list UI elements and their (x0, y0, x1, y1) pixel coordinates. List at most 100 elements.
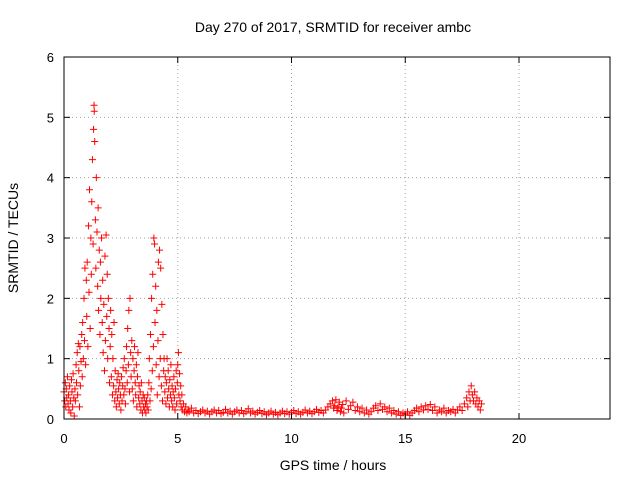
data-point (145, 379, 153, 387)
y-axis-label: SRMTID / TECUs (5, 183, 21, 293)
data-point (159, 397, 167, 405)
data-point (112, 403, 120, 411)
x-tick-label: 20 (512, 431, 526, 446)
data-point (72, 361, 80, 369)
data-point (82, 361, 90, 369)
data-point (336, 408, 344, 416)
data-point (358, 404, 366, 412)
data-point (476, 406, 484, 414)
data-point (143, 403, 151, 411)
data-point (85, 288, 93, 296)
data-point (145, 355, 153, 363)
data-point (144, 391, 152, 399)
x-tick-label: 10 (284, 431, 298, 446)
data-point (163, 355, 171, 363)
data-point (118, 397, 126, 405)
data-point (168, 382, 176, 390)
data-point (385, 404, 393, 412)
data-point (171, 385, 179, 393)
data-point (84, 343, 92, 351)
x-tick-label: 5 (174, 431, 181, 446)
data-point (79, 318, 87, 326)
data-point (349, 398, 357, 406)
data-point (344, 405, 352, 413)
data-point (356, 408, 364, 416)
data-point (70, 394, 78, 402)
data-point (133, 373, 141, 381)
data-point (123, 343, 131, 351)
data-point (107, 306, 115, 314)
data-point (353, 403, 361, 411)
data-point (85, 222, 93, 230)
data-point (161, 373, 169, 381)
y-tick-label: 6 (47, 50, 54, 65)
data-point (128, 337, 136, 345)
data-point (177, 382, 185, 390)
data-point (83, 258, 91, 266)
data-point (463, 394, 471, 402)
data-point (132, 361, 140, 369)
data-point (91, 137, 99, 145)
data-point (164, 367, 172, 375)
data-point (91, 216, 99, 224)
data-point (153, 391, 161, 399)
data-point (68, 388, 76, 396)
data-point (97, 294, 105, 302)
data-point (86, 325, 94, 332)
data-point (124, 325, 132, 332)
data-point (74, 340, 82, 348)
data-point (111, 367, 119, 375)
data-point (99, 349, 107, 357)
data-point (70, 412, 78, 420)
data-point (117, 406, 125, 414)
data-point (71, 385, 79, 393)
x-axis-ticks: 0 5 10 15 20 (60, 57, 526, 446)
data-point (106, 343, 114, 351)
data-point (151, 318, 159, 326)
data-point (171, 406, 179, 414)
data-point (162, 379, 170, 387)
data-point (153, 306, 161, 314)
data-point (184, 406, 192, 414)
data-point (159, 331, 167, 339)
data-point (167, 361, 175, 369)
data-point (413, 404, 421, 412)
data-point (367, 408, 375, 416)
data-point (105, 325, 113, 332)
data-point (372, 402, 380, 410)
x-axis-label: GPS time / hours (280, 457, 387, 473)
data-point (471, 388, 479, 396)
data-point (429, 407, 437, 415)
data-point (108, 331, 116, 339)
y-tick-label: 5 (47, 110, 54, 125)
data-point (244, 405, 252, 413)
data-point (133, 403, 141, 411)
data-point (116, 379, 124, 387)
data-point (162, 400, 170, 408)
data-point (119, 364, 127, 372)
data-point (79, 355, 87, 363)
data-point (85, 186, 93, 194)
data-point (347, 402, 355, 410)
data-point (87, 234, 95, 242)
data-point (390, 407, 398, 415)
data-point (187, 404, 195, 412)
data-point (98, 318, 106, 326)
data-point (339, 401, 347, 409)
data-point (101, 337, 109, 345)
data-point (128, 385, 136, 393)
data-point (165, 385, 173, 393)
y-tick-label: 4 (47, 171, 54, 186)
data-point (71, 397, 79, 405)
data-point (363, 406, 371, 414)
data-point (170, 394, 178, 402)
data-point (131, 343, 139, 351)
data-point (157, 264, 165, 272)
data-point (438, 408, 446, 416)
data-point (157, 382, 165, 390)
data-point (98, 234, 106, 242)
data-point (63, 373, 71, 381)
data-point (460, 400, 468, 408)
data-point (83, 312, 91, 320)
